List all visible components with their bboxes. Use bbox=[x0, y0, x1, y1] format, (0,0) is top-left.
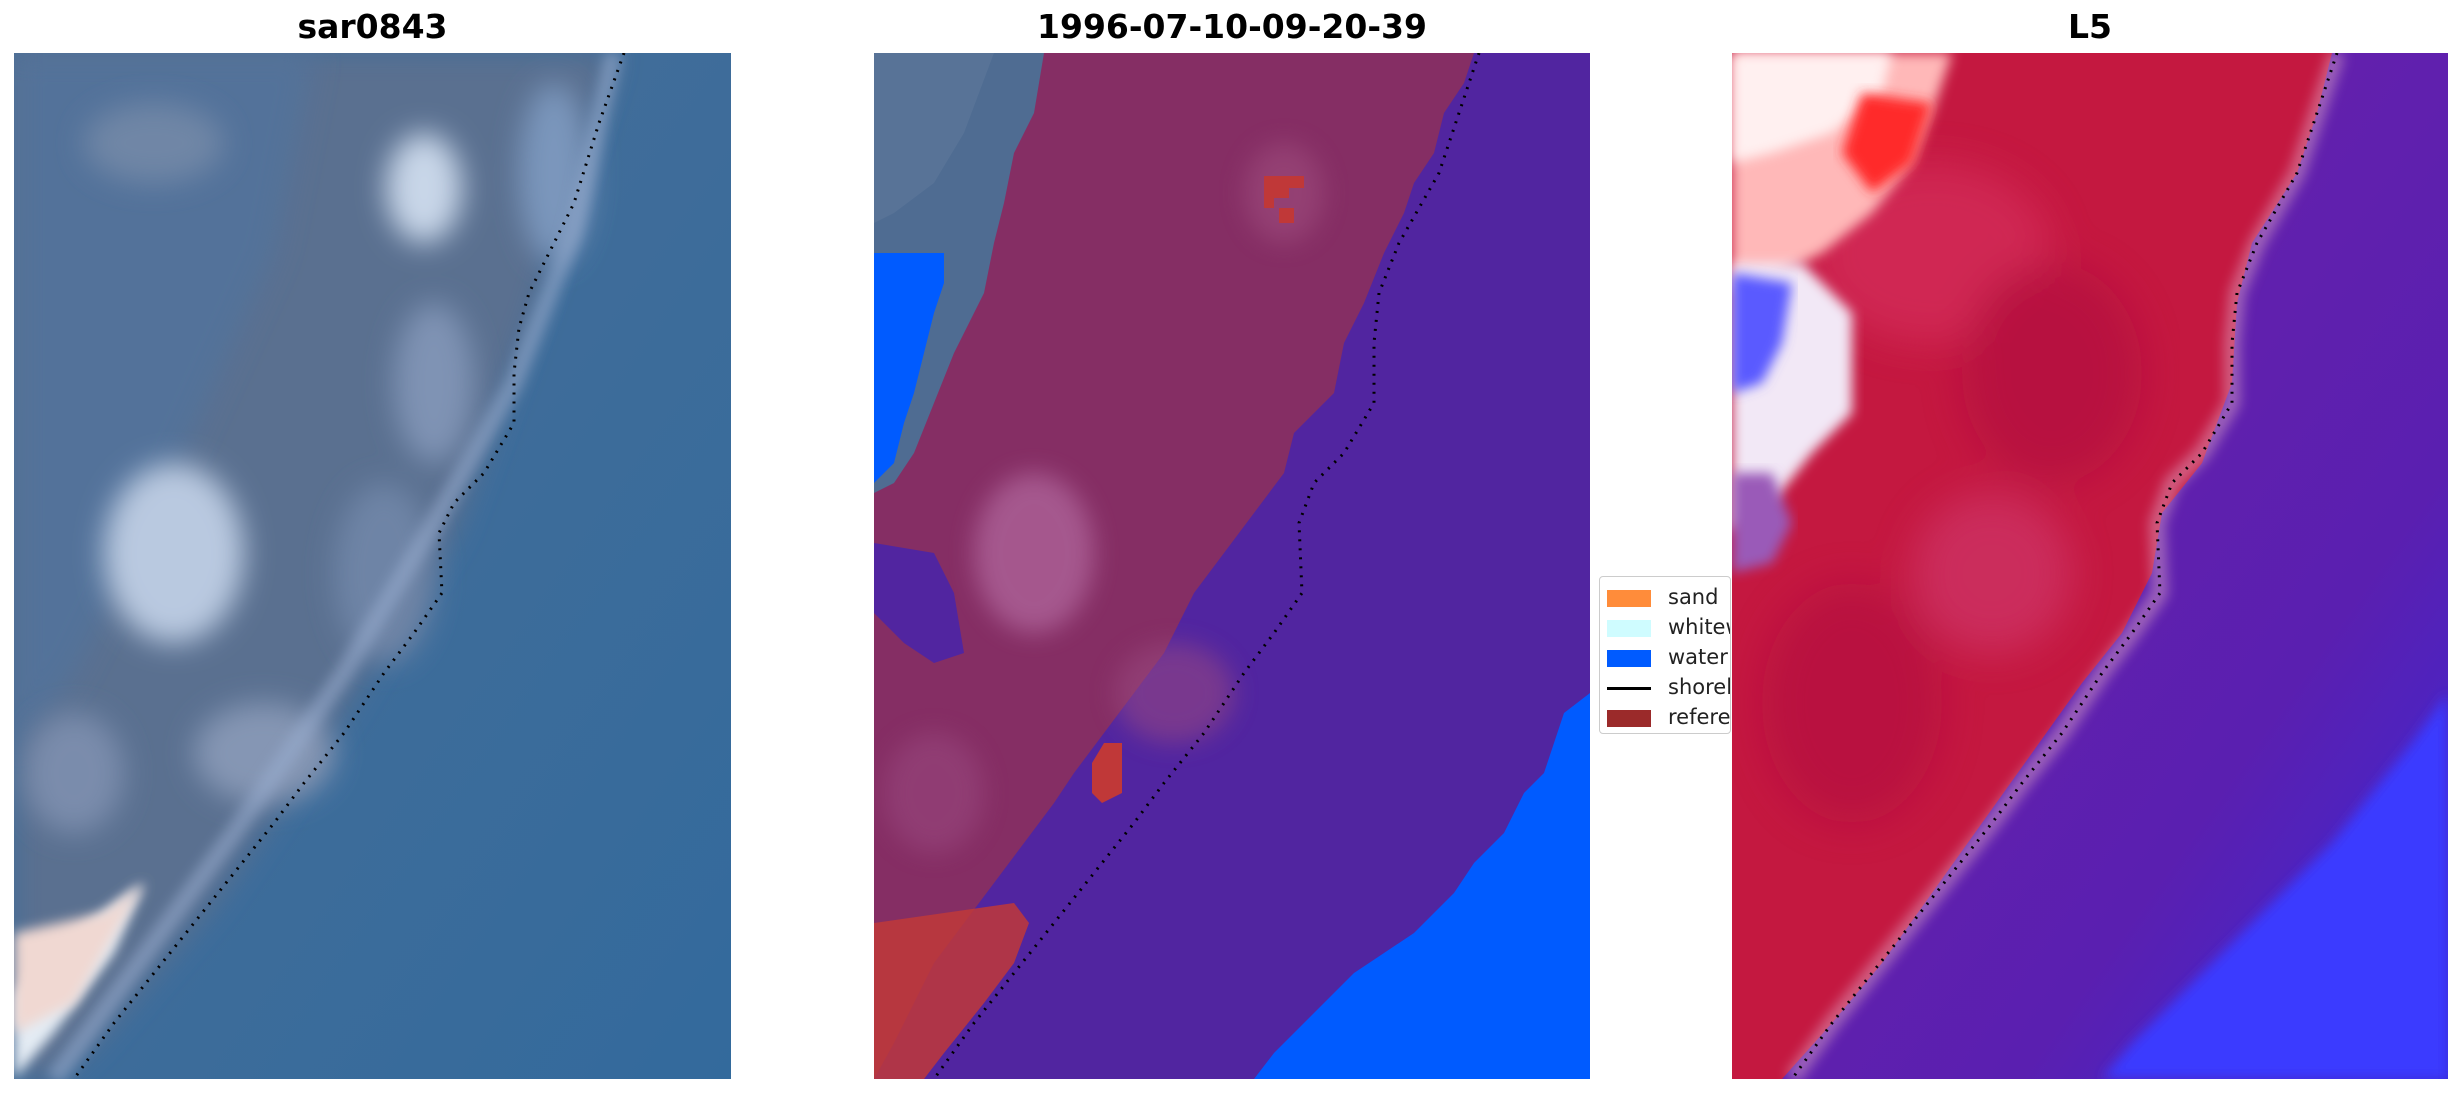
index-image bbox=[1732, 53, 2448, 1079]
satellite-image-svg bbox=[14, 53, 731, 1079]
panel-title: L5 bbox=[2068, 7, 2112, 46]
shoreline-line bbox=[932, 53, 1481, 1079]
panel-title: 1996-07-10-09-20-39 bbox=[1037, 7, 1427, 46]
legend-label: reference bbox=[1668, 705, 1731, 729]
shoreline-line bbox=[72, 53, 626, 1079]
legend-swatch bbox=[1607, 650, 1651, 667]
index-image-svg bbox=[1732, 53, 2448, 1079]
legend-label: sand bbox=[1668, 585, 1719, 609]
legend-label: shoreline bbox=[1668, 675, 1731, 699]
satellite-image bbox=[14, 53, 731, 1079]
legend-swatch bbox=[1607, 620, 1651, 637]
legend-line bbox=[1607, 687, 1651, 690]
classified-image bbox=[874, 53, 1590, 1079]
classified-image-svg bbox=[874, 53, 1590, 1079]
shoreline-line bbox=[1790, 53, 2339, 1079]
legend-swatch bbox=[1607, 590, 1651, 607]
legend-swatch bbox=[1607, 710, 1651, 727]
legend-label: water bbox=[1668, 645, 1728, 669]
panel-title: sar0843 bbox=[297, 7, 448, 46]
